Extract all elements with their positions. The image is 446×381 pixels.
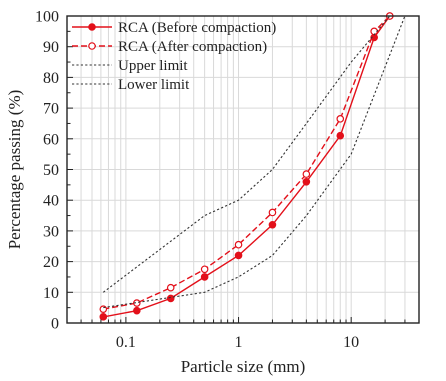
series-line	[103, 15, 391, 310]
legend: RCA (Before compaction) RCA (After compac…	[72, 20, 276, 93]
legend-swatch-marker	[88, 23, 96, 31]
y-tick-label: 10	[43, 285, 59, 302]
y-tick-label: 50	[43, 162, 59, 179]
data-point	[336, 115, 345, 123]
y-tick-label: 90	[43, 39, 59, 56]
ticks	[66, 15, 420, 324]
y-axis-title: Percentage passing (%)	[5, 90, 24, 250]
x-axis-title: Particle size (mm)	[181, 357, 306, 376]
y-tick-label: 60	[43, 131, 59, 148]
data-point	[268, 208, 277, 217]
series-3	[102, 15, 391, 293]
data-point	[234, 251, 243, 260]
x-tick-label: 10	[343, 334, 359, 351]
data-point	[200, 273, 209, 281]
legend-item-3: Upper limit	[72, 58, 188, 74]
data-point	[99, 305, 108, 313]
series-4	[103, 15, 406, 309]
legend-label: Lower limit	[118, 77, 190, 93]
legend-item-2: RCA (After compaction)	[72, 39, 267, 55]
data-point	[234, 240, 243, 249]
legend-label: Upper limit	[118, 58, 188, 74]
legend-item-4: Lower limit	[72, 77, 190, 93]
data-point	[336, 131, 345, 140]
data-point	[200, 265, 209, 274]
legend-label: RCA (After compaction)	[118, 39, 267, 55]
data-point	[166, 283, 175, 292]
legend-label: RCA (Before compaction)	[118, 20, 276, 36]
y-tick-label: 20	[43, 254, 59, 271]
data-point	[166, 294, 175, 303]
data-point	[302, 170, 311, 178]
tick-labels: 0 10 20 30 40 50 60 70 80 90 100 0.1 1 10	[35, 9, 359, 352]
y-tick-label: 80	[43, 70, 59, 87]
data-point	[302, 177, 311, 186]
y-tick-label: 70	[43, 101, 59, 118]
x-tick-label: 1	[235, 334, 243, 351]
y-tick-label: 0	[51, 316, 59, 333]
y-tick-label: 100	[35, 9, 59, 26]
data-point	[133, 306, 141, 315]
series-line	[102, 15, 391, 293]
series-line	[103, 15, 391, 318]
legend-item-1: RCA (Before compaction)	[72, 20, 276, 36]
data-point	[268, 220, 277, 229]
legend-swatch-marker	[88, 42, 96, 50]
data-point	[99, 313, 108, 321]
x-tick-label: 0.1	[116, 334, 136, 351]
series-layer	[99, 12, 406, 321]
data-point	[133, 299, 141, 307]
y-tick-label: 30	[43, 223, 59, 240]
series-line	[103, 15, 406, 309]
y-tick-label: 40	[43, 193, 59, 210]
